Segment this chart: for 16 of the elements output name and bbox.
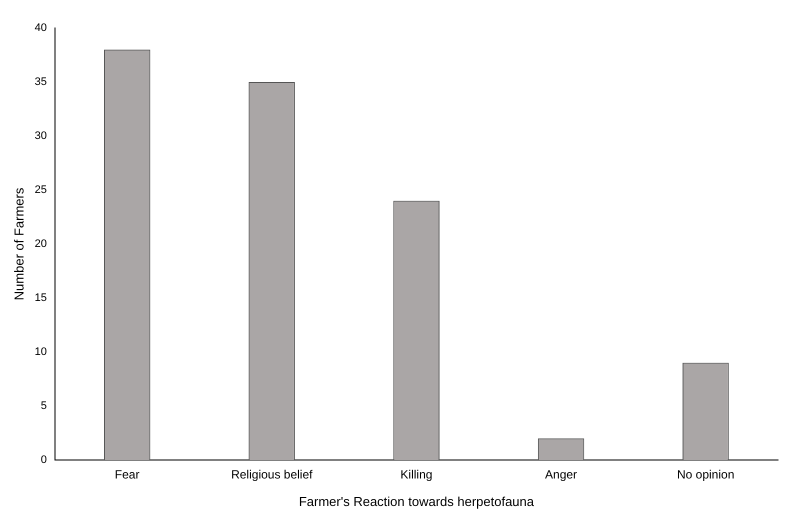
y-tick-label: 40 [34,22,47,34]
y-tick-label: 10 [34,346,47,358]
y-tick-label: 25 [34,184,47,196]
y-axis-title: Number of Farmers [11,187,26,300]
y-tick-label: 15 [34,292,47,304]
x-tick-label: Killing [400,468,432,482]
y-tick-label: 20 [34,238,47,250]
y-tick-label: 0 [40,454,47,466]
x-tick-label: Religious belief [231,468,314,482]
x-tick-label: Fear [114,468,140,482]
x-tick-label: Anger [545,468,578,482]
x-tick-label: No opinion [676,468,734,482]
x-axis-title: Farmer's Reaction towards herpetofauna [298,494,535,509]
y-tick-label: 30 [34,130,47,142]
y-tick-label: 5 [40,400,47,412]
y-tick-label: 35 [34,76,47,88]
